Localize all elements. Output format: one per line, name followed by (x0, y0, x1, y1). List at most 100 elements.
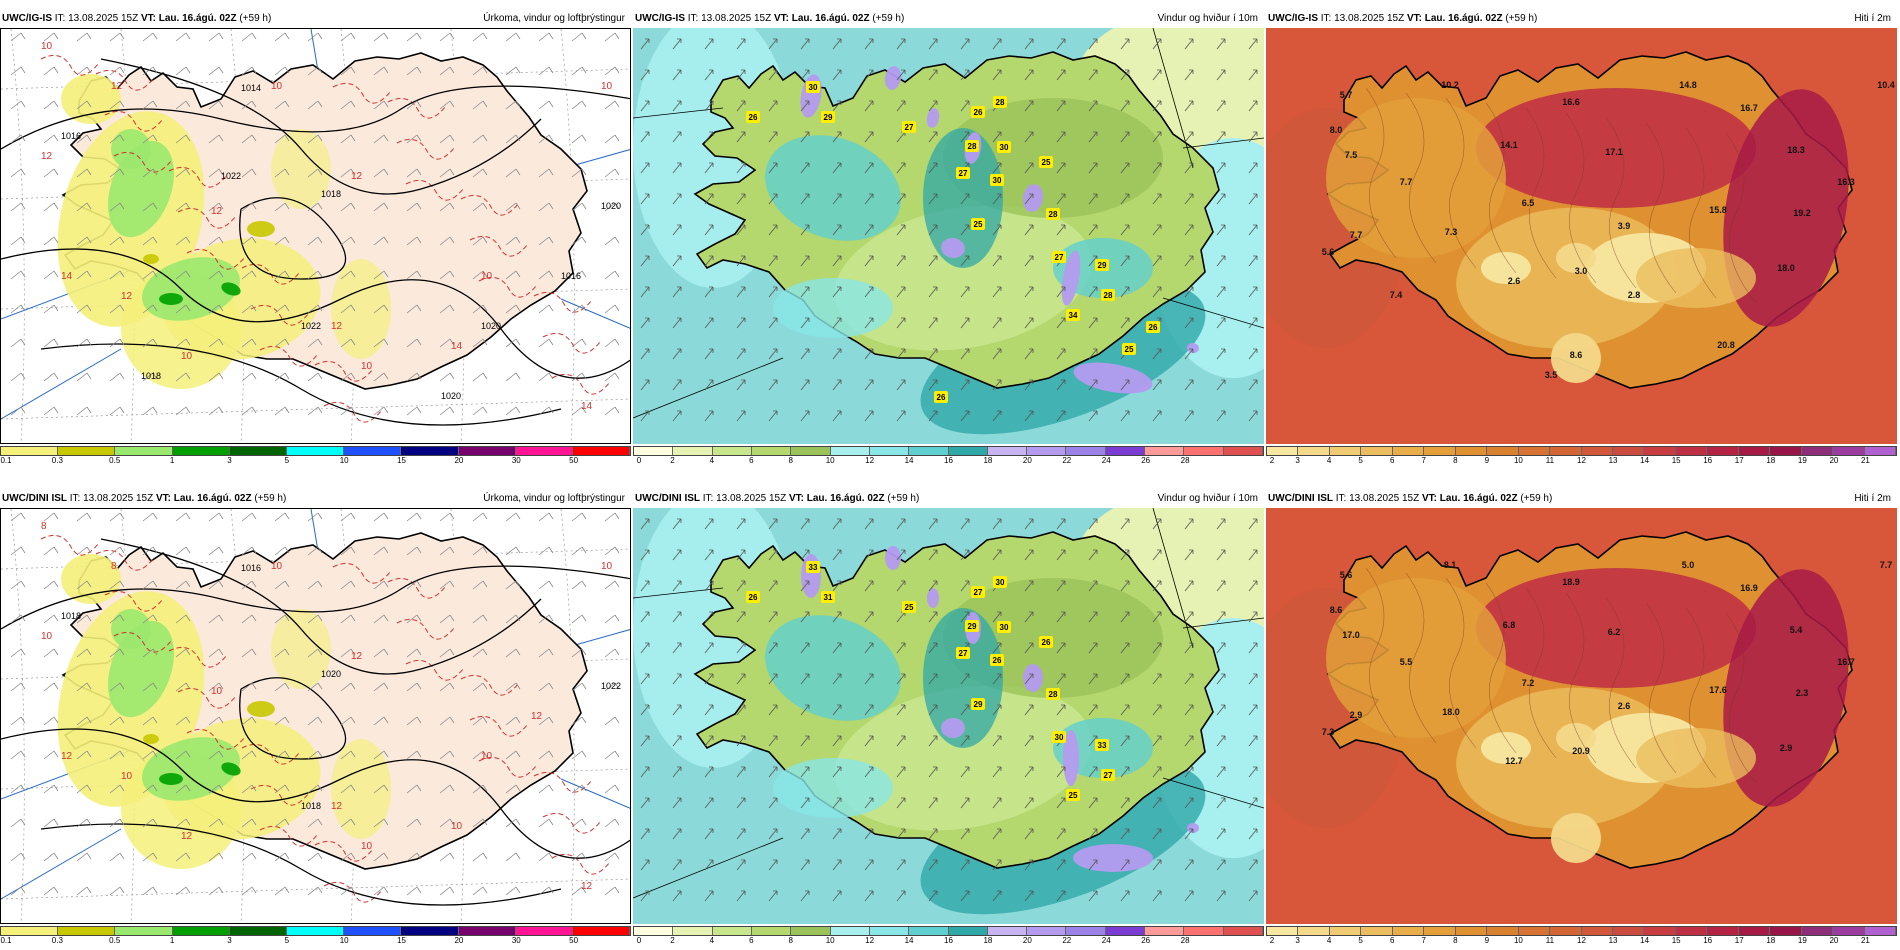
colorbar-tick: 21 (1860, 936, 1870, 945)
gust-label: 26 (934, 391, 948, 403)
colorbar-swatch (1184, 927, 1224, 935)
map-area[interactable]: 33 31 26 25 27 30 29 30 27 26 26 29 28 30 33 25 27 (633, 508, 1264, 924)
colorbar-tick: 0.3 (51, 936, 63, 945)
colorbar-swatch (172, 927, 230, 935)
gust-label: 28 (965, 140, 979, 152)
isotherm-label: 12 (581, 881, 593, 892)
colorbar-tick: 20 (454, 456, 464, 465)
gust-label: 26 (746, 591, 760, 603)
model-name: UWC/IG-IS (635, 13, 685, 24)
pressure-label: 1018 (321, 189, 341, 199)
gust-label: 27 (971, 586, 985, 598)
vt-label: VT: (155, 493, 171, 504)
map-area[interactable]: 1014 1016 1018 1020 1022 1020 1016 1018 1022 1020… (0, 28, 631, 444)
temp-value: 2.9 (1780, 743, 1793, 753)
colorbar-tick: 14 (904, 456, 914, 465)
temp-value: 16.7 (1837, 657, 1855, 667)
colorbar-swatch (1675, 927, 1708, 935)
field-title: Úrkoma, vindur og loftþrýstingur (483, 13, 625, 24)
colorbar-tick: 16 (1703, 936, 1713, 945)
wind-panel-dini: UWC/DINI ISL IT: 13.08.2025 15Z VT: Lau.… (633, 490, 1264, 946)
colorbar-tick: 6 (749, 936, 754, 945)
colorbar-tick: 3 (227, 936, 232, 945)
colorbar-swatch (515, 927, 573, 935)
colorbar-tick: 3 (1295, 456, 1300, 465)
map-area[interactable]: 30 29 26 27 26 28 28 30 27 25 30 25 28 27 29 34 28 25 26 26 (633, 28, 1264, 444)
isotherm-label: 12 (61, 751, 73, 762)
temp-value: 6.2 (1608, 627, 1621, 637)
map-area[interactable]: 1016 1018 1020 1022 1018 8 8 10 10 10 12 10 12 10 12 10… (0, 508, 631, 924)
temp-value: 8.0 (1330, 125, 1343, 135)
svg-text:33: 33 (809, 563, 818, 572)
colorbar-swatch (286, 927, 345, 935)
isotherm-label: 10 (211, 686, 223, 697)
colorbar-tick: 28 (1180, 456, 1190, 465)
panel-header: UWC/IG-IS IT: 13.08.2025 15Z VT: Lau. 16… (633, 10, 1264, 28)
svg-text:29: 29 (1098, 261, 1107, 270)
temp-value: 3.5 (1545, 370, 1558, 380)
colorbar-swatch (1145, 447, 1185, 455)
colorbar-tick: 10 (825, 456, 835, 465)
gust-label: 29 (1095, 259, 1109, 271)
isotherm-label: 12 (351, 651, 363, 662)
temp-value: 6.5 (1522, 198, 1535, 208)
model-name: UWC/DINI ISL (1268, 493, 1333, 504)
panel-header: UWC/IG-IS IT: 13.08.2025 15Z VT: Lau. 16… (0, 10, 631, 28)
colorbar-swatch (751, 447, 792, 455)
gust-label: 29 (821, 111, 835, 123)
temp-value: 2.8 (1628, 290, 1641, 300)
svg-text:29: 29 (974, 700, 983, 709)
temp-value: 17.1 (1605, 147, 1623, 157)
isotherm-label: 10 (41, 631, 53, 642)
temp-value: 2.3 (1796, 688, 1809, 698)
colorbar-tick: 10 (339, 456, 349, 465)
field-title: Vindur og hviður í 10m (1157, 493, 1258, 504)
temp-value: 17.6 (1709, 685, 1727, 695)
isotherm-label: 10 (481, 751, 493, 762)
temp-value: 16.3 (1837, 177, 1855, 187)
colorbar-tick: 16 (1703, 456, 1713, 465)
colorbar: 0 2 4 6 8 10 12 14 16 18 20 22 24 26 28 (633, 446, 1264, 466)
colorbar-tick: 12 (865, 936, 875, 945)
colorbar-swatch (1518, 927, 1551, 935)
lead-time: (+59 h) (254, 493, 287, 504)
map-area[interactable]: 5.7 10.2 8.0 7.5 16.6 14.8 16.7 10.4 14.1 17.1 18.… (1266, 28, 1897, 444)
colorbar-swatch (1027, 447, 1067, 455)
gust-label: 28 (1046, 688, 1060, 700)
lead-time: (+59 h) (239, 13, 272, 24)
colorbar-swatch (1581, 447, 1613, 455)
map-area[interactable]: 5.6 8.1 8.6 17.0 18.9 5.0 16.9 7.7 6.8 6.2 5.4 16.7… (1266, 508, 1897, 924)
field-title: Vindur og hviður í 10m (1157, 13, 1258, 24)
colorbar-swatch (1707, 447, 1739, 455)
colorbar-swatch (229, 927, 287, 935)
model-name: UWC/DINI ISL (2, 493, 67, 504)
gust-label: 30 (1052, 731, 1066, 743)
svg-text:26: 26 (1042, 638, 1051, 647)
colorbar-swatch (1105, 927, 1146, 935)
gust-label: 34 (1066, 309, 1080, 321)
colorbar-tick: 2 (1269, 456, 1275, 465)
colorbar-swatch (58, 447, 116, 455)
temp-value: 7.2 (1522, 678, 1535, 688)
svg-text:27: 27 (959, 649, 968, 658)
svg-text:26: 26 (749, 113, 758, 122)
colorbar-swatch (1027, 927, 1067, 935)
colorbar-swatch (673, 447, 713, 455)
colorbar-tick: 8 (788, 456, 793, 465)
valid-time: Lau. 16.ágú. 02Z (806, 493, 885, 504)
temp-value: 5.7 (1340, 90, 1353, 100)
colorbar-swatch (1707, 927, 1739, 935)
colorbar-tick: 5 (1358, 936, 1363, 945)
colorbar-tick: 10 (339, 936, 349, 945)
lead-time: (+59 h) (872, 13, 905, 24)
it-label: IT: (1335, 493, 1347, 504)
colorbar-tick: 11 (1545, 456, 1555, 465)
svg-text:30: 30 (1000, 623, 1009, 632)
vt-label: VT: (773, 13, 789, 24)
colorbar-swatch (458, 447, 516, 455)
init-time: 13.08.2025 15Z (1334, 13, 1405, 24)
colorbar-swatch (1329, 447, 1362, 455)
colorbar-swatch (1184, 447, 1224, 455)
temp-value: 16.9 (1740, 583, 1758, 593)
pressure-label: 1020 (441, 391, 461, 401)
